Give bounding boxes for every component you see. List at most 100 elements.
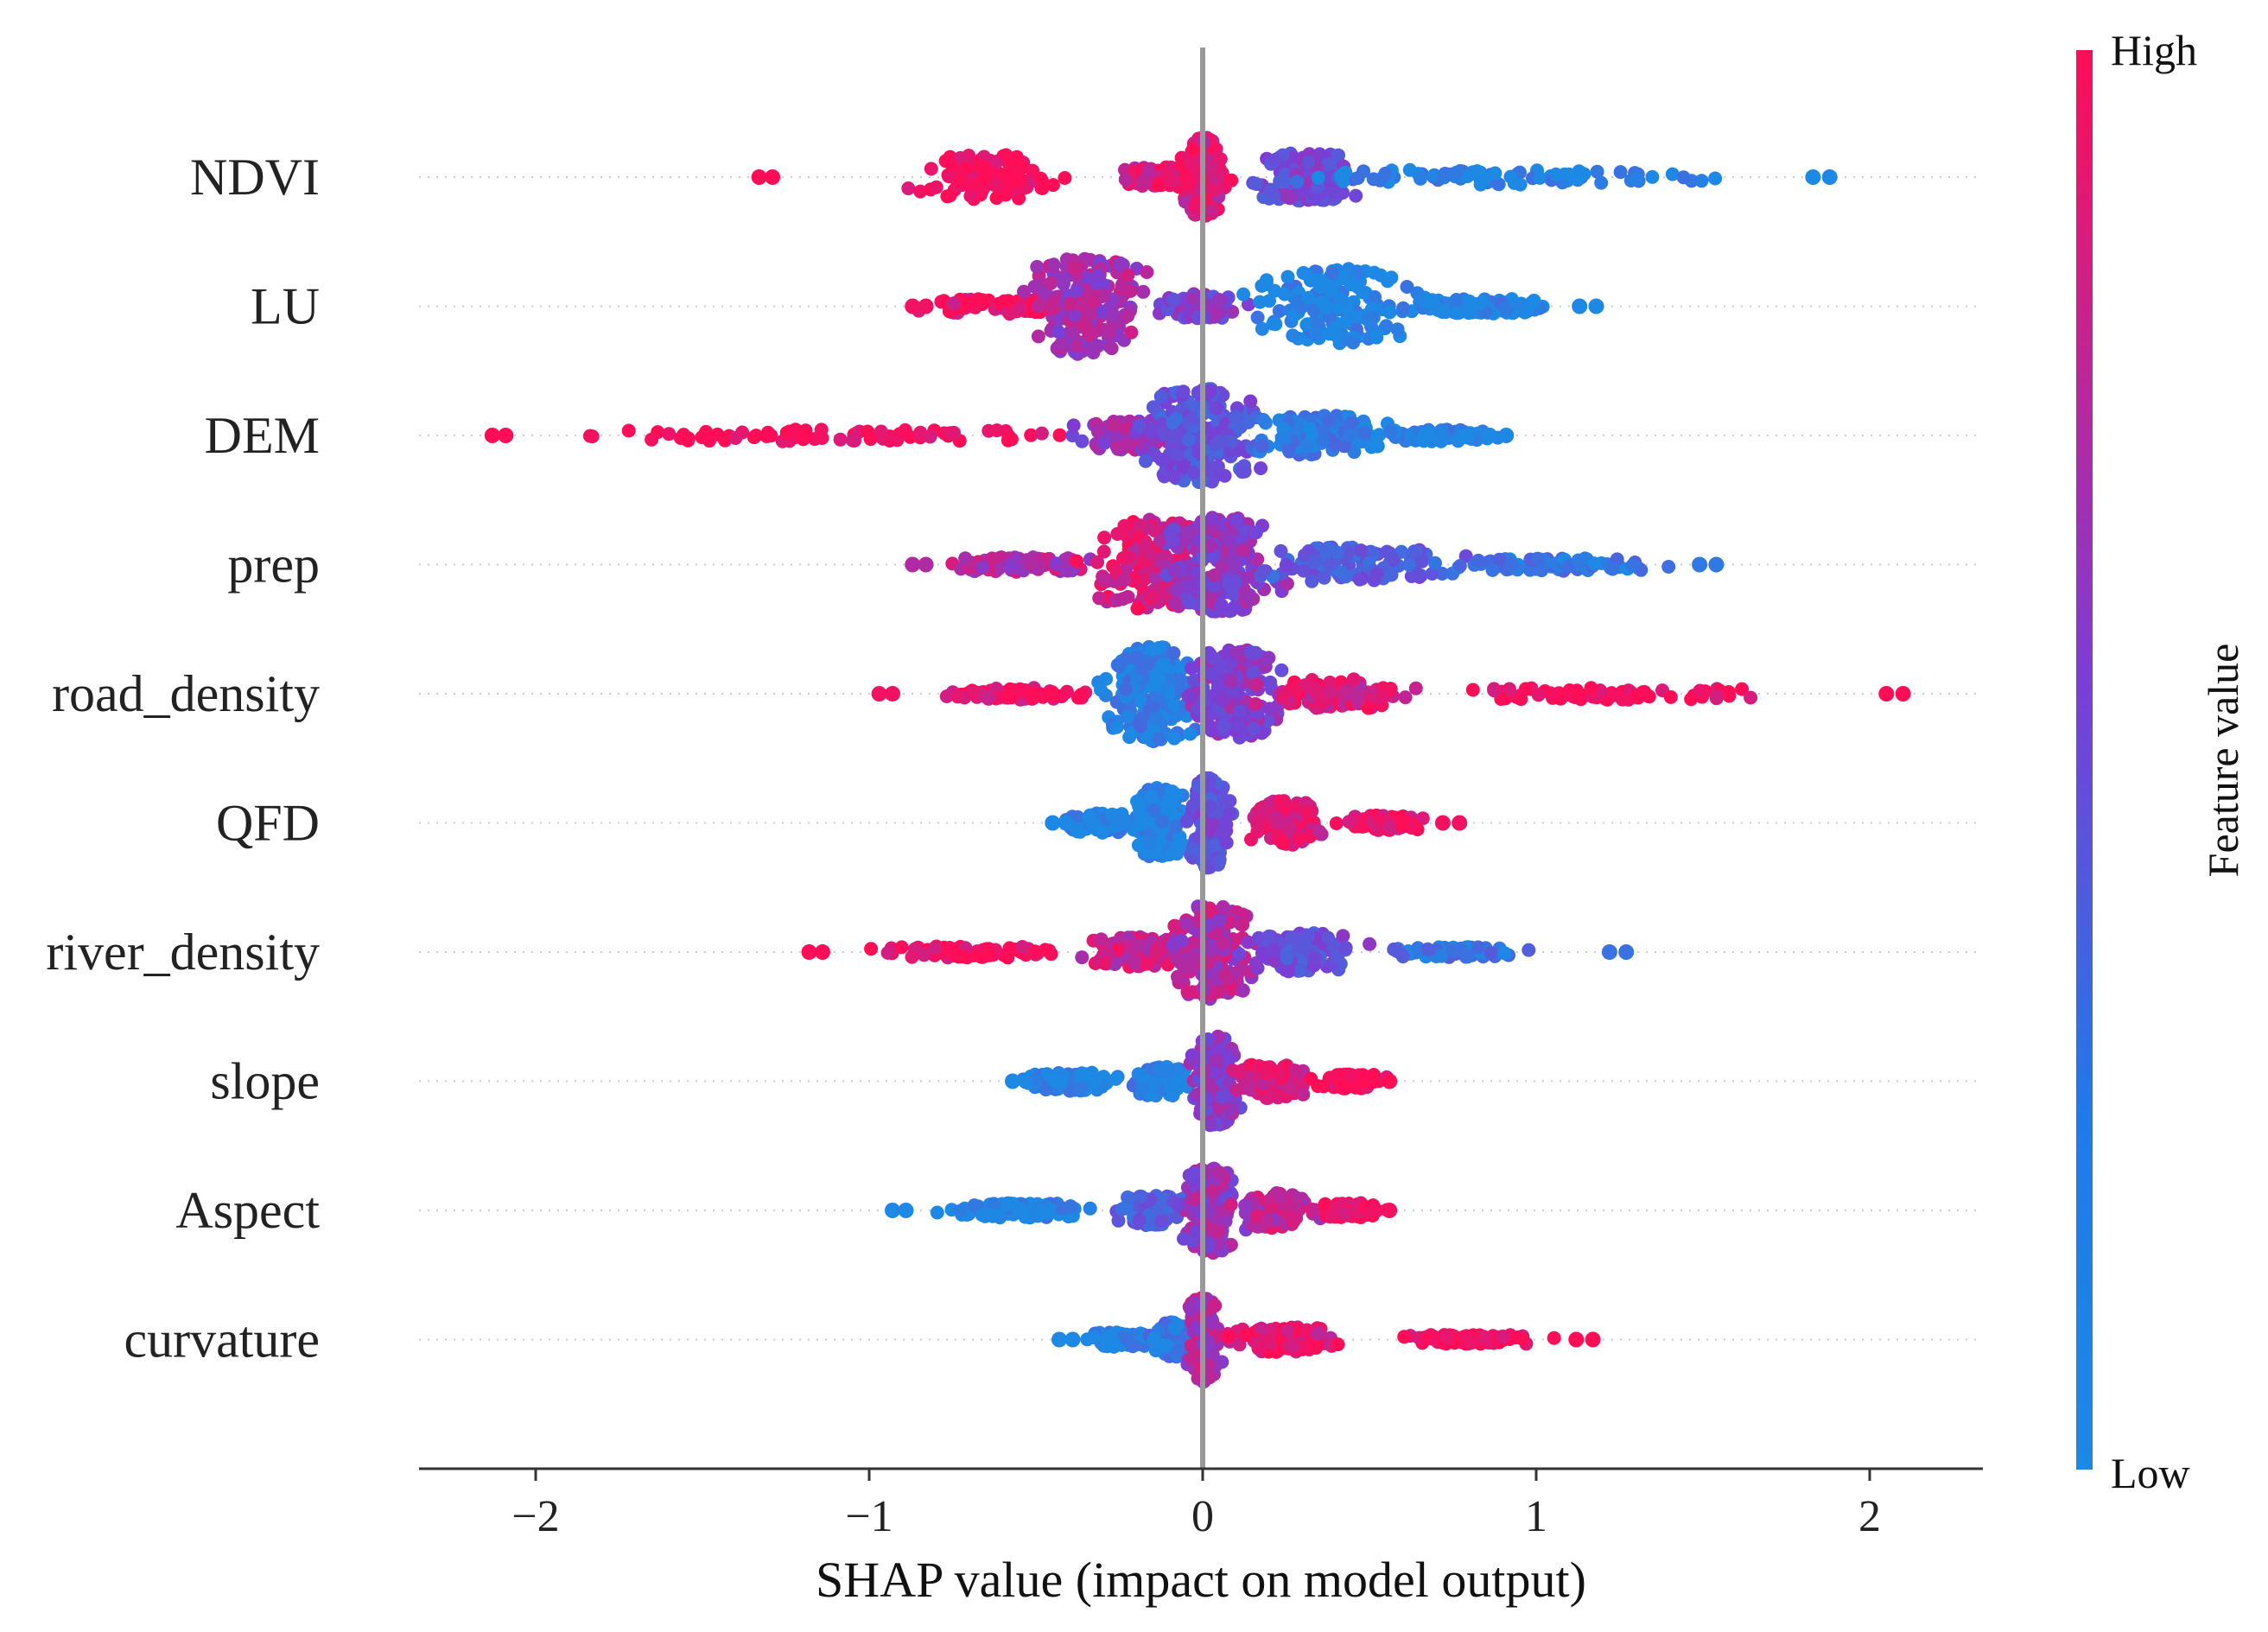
shap-point <box>885 686 900 702</box>
shap-point <box>1216 693 1230 708</box>
shap-point <box>1263 675 1278 689</box>
shap-point <box>1390 322 1405 337</box>
shap-point <box>1090 269 1105 283</box>
shap-point <box>1329 816 1344 830</box>
shap-point <box>928 941 943 956</box>
shap-point <box>1613 165 1628 180</box>
shap-point <box>1708 171 1723 186</box>
shap-point <box>1104 341 1119 356</box>
shap-point <box>1169 429 1184 443</box>
shap-point <box>1133 518 1147 533</box>
shap-point <box>1176 384 1191 399</box>
shap-point <box>1280 270 1295 284</box>
shap-point <box>975 561 990 575</box>
shap-point <box>1032 299 1046 314</box>
shap-point <box>1114 816 1128 830</box>
shap-point <box>1213 658 1228 673</box>
shap-point <box>1001 433 1015 448</box>
shap-point <box>1162 161 1177 175</box>
shap-point <box>1321 414 1336 429</box>
shap-point <box>984 1208 999 1222</box>
shap-point <box>1058 171 1072 185</box>
shap-point <box>1352 572 1367 587</box>
shap-point <box>1144 425 1159 440</box>
shap-point <box>1179 525 1194 540</box>
shap-point <box>1117 518 1132 533</box>
shap-point <box>1147 1075 1162 1089</box>
shap-point <box>1572 298 1588 314</box>
shap-point <box>1337 315 1351 330</box>
shap-point <box>1605 562 1620 576</box>
shap-point <box>1236 287 1251 302</box>
shap-point <box>1246 721 1261 736</box>
shap-point <box>1267 943 1281 957</box>
shap-point <box>880 945 895 960</box>
shap-point <box>1301 290 1316 305</box>
shap-point <box>1229 645 1244 660</box>
shap-point <box>1248 696 1262 711</box>
shap-point <box>1400 280 1414 294</box>
shap-point <box>1187 950 1202 965</box>
shap-point <box>1116 551 1130 565</box>
shap-point <box>1255 321 1269 336</box>
shap-point <box>1170 582 1185 597</box>
shap-point <box>1148 711 1163 726</box>
shap-point <box>1083 1201 1097 1216</box>
shap-point <box>1027 944 1042 959</box>
shap-point <box>1473 168 1488 182</box>
shap-point <box>1256 413 1271 427</box>
shap-point <box>1370 429 1385 444</box>
shap-point <box>1212 913 1227 928</box>
shap-point <box>1249 677 1264 692</box>
shap-point <box>1408 681 1423 695</box>
shap-point <box>1109 720 1124 734</box>
shap-point <box>1166 646 1181 660</box>
shap-point <box>1152 732 1166 746</box>
shap-point <box>1483 946 1498 961</box>
shap-point <box>1070 690 1085 705</box>
shap-point <box>1363 937 1377 951</box>
shap-point <box>1204 474 1219 489</box>
shap-point <box>1185 661 1199 676</box>
shap-point <box>1482 428 1497 443</box>
shap-point <box>1411 568 1426 581</box>
shap-point <box>1324 1070 1337 1085</box>
shap-point <box>1242 297 1255 312</box>
shap-point <box>1013 683 1027 698</box>
shap-point <box>1095 305 1109 320</box>
shap-point <box>1045 178 1060 193</box>
shap-point <box>1350 266 1365 280</box>
shap-point <box>1090 822 1104 836</box>
shap-point <box>1229 513 1244 528</box>
shap-point <box>958 551 973 566</box>
shap-point <box>1325 266 1340 281</box>
shap-point <box>1212 293 1227 307</box>
shap-point <box>1236 983 1250 998</box>
shap-point <box>1205 511 1220 526</box>
shap-point <box>981 691 995 706</box>
shap-point <box>1082 810 1096 824</box>
shap-point <box>1064 325 1079 340</box>
shap-point <box>1210 985 1225 999</box>
shap-point <box>1064 1199 1078 1214</box>
shap-point <box>1305 574 1319 588</box>
shap-point <box>1522 943 1536 957</box>
shap-point <box>1166 293 1180 307</box>
shap-point <box>1878 686 1895 702</box>
shap-point <box>1451 434 1465 448</box>
shap-point <box>1311 170 1325 185</box>
shap-point <box>953 1203 968 1218</box>
shap-point <box>946 296 961 311</box>
shap-point <box>1288 1064 1303 1078</box>
shap-point <box>1075 1080 1089 1095</box>
shap-point <box>1342 428 1356 442</box>
shap-point <box>1338 684 1353 699</box>
shap-point <box>1286 328 1300 343</box>
shap-point <box>1357 426 1371 441</box>
shap-point <box>1324 685 1338 700</box>
shap-point <box>1346 672 1361 687</box>
shap-point <box>950 689 965 704</box>
shap-point <box>1263 182 1278 197</box>
shap-point <box>1336 929 1350 943</box>
